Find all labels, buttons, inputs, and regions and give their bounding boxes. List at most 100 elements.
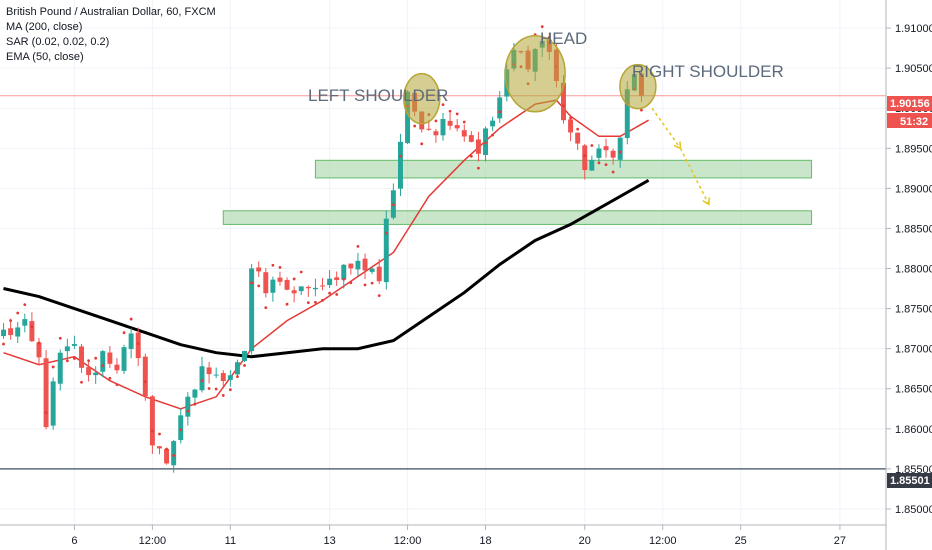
support-price-badge xyxy=(887,473,932,488)
sar-dot xyxy=(271,263,275,267)
candle-body xyxy=(135,332,141,359)
sar-dot xyxy=(285,302,289,306)
candle-body xyxy=(433,131,439,136)
sar-dot xyxy=(221,394,225,397)
candle xyxy=(341,263,347,289)
candle xyxy=(135,327,141,367)
candle xyxy=(497,90,503,123)
candle xyxy=(107,346,113,369)
sar-dot xyxy=(150,429,154,433)
candle xyxy=(242,350,248,363)
candle xyxy=(43,349,49,430)
candle-body xyxy=(376,266,382,282)
sar-dot xyxy=(370,281,374,285)
candle xyxy=(100,349,106,378)
candle-body xyxy=(213,374,219,376)
candle-body xyxy=(79,346,84,368)
left-shoulder-label: LEFT SHOULDER xyxy=(308,86,448,105)
candle-body xyxy=(263,272,269,294)
sar-dot xyxy=(37,341,41,345)
candle-body xyxy=(29,321,35,342)
sar-dot xyxy=(299,270,303,274)
candle xyxy=(50,377,56,430)
candle xyxy=(121,344,127,375)
candle-body xyxy=(199,366,205,391)
sar-dot xyxy=(448,109,452,113)
candle xyxy=(312,278,318,297)
sar-dot xyxy=(356,245,360,248)
candle-body xyxy=(327,278,333,286)
pattern-circle xyxy=(619,63,657,110)
sar-dot xyxy=(413,124,417,128)
candle-body xyxy=(192,389,198,398)
sar-dot xyxy=(335,293,339,296)
sar-dot xyxy=(236,375,239,379)
sar-dot xyxy=(186,409,190,413)
candle-body xyxy=(50,381,56,426)
candle xyxy=(220,370,226,387)
candle-body xyxy=(142,356,148,397)
sar-dot xyxy=(108,376,112,380)
candle xyxy=(596,144,602,164)
sar-dot xyxy=(193,402,197,406)
sar-dot xyxy=(562,104,565,108)
sar-dot xyxy=(2,342,5,346)
candle xyxy=(79,343,84,373)
candle xyxy=(369,267,375,275)
sar-dot xyxy=(94,356,98,360)
candle-body xyxy=(320,285,325,287)
price-axis[interactable]: 1.910001.905001.900001.895001.890001.885… xyxy=(885,0,932,550)
candle xyxy=(475,131,481,162)
candle xyxy=(227,370,233,387)
y-tick-label: 1.88000 xyxy=(895,264,932,276)
candle xyxy=(185,392,191,426)
sar-dot xyxy=(384,231,388,235)
candle-body xyxy=(497,97,503,119)
candle-body xyxy=(298,286,304,292)
sar-dot xyxy=(30,325,34,329)
candle xyxy=(433,128,439,143)
sar-dot xyxy=(136,342,140,346)
sar-dot xyxy=(314,300,317,304)
y-tick-label: 1.87500 xyxy=(895,304,932,316)
head-label: HEAD xyxy=(540,29,587,48)
candle-body xyxy=(8,328,14,336)
y-tick-label: 1.85500 xyxy=(895,464,932,476)
candle-body xyxy=(617,137,623,160)
candle-body xyxy=(561,82,566,121)
ema-legend-item: EMA (50, close) xyxy=(6,51,84,63)
candle-body xyxy=(227,375,233,380)
sar-dot xyxy=(129,317,133,321)
price-badges: 1.90156 51:32 1.85501 xyxy=(887,96,932,488)
candle xyxy=(355,252,361,277)
sar-dot xyxy=(484,141,487,145)
candle xyxy=(390,183,396,220)
sar-dot xyxy=(469,154,473,158)
candle xyxy=(362,253,368,279)
sar-dot xyxy=(23,303,27,307)
sar-dot xyxy=(200,379,204,383)
x-tick-label: 6 xyxy=(71,535,77,547)
candle xyxy=(582,143,588,180)
candle xyxy=(461,124,467,142)
candle-body xyxy=(277,277,283,282)
candle-body xyxy=(334,277,340,281)
candle xyxy=(320,277,325,291)
sar-dot xyxy=(569,116,572,120)
y-tick-label: 1.86500 xyxy=(895,384,932,396)
sar-dot xyxy=(228,388,232,392)
sar-dot xyxy=(576,127,580,131)
candle-body xyxy=(624,89,630,138)
sar-dot xyxy=(462,120,466,124)
time-axis[interactable]: 6 12:00 11 13 12:00 18 20 12:00 25 27 xyxy=(0,524,886,547)
pattern-annotations: LEFT SHOULDER HEAD RIGHT SHOULDER xyxy=(308,29,784,206)
y-tick-label: 1.88500 xyxy=(895,223,932,235)
candle xyxy=(86,360,92,382)
sar-dot xyxy=(491,133,495,137)
x-tick-label: 12:00 xyxy=(139,535,167,547)
countdown-text: 51:32 xyxy=(900,116,928,128)
countdown-badge xyxy=(887,113,932,128)
candle-body xyxy=(100,351,106,372)
sar-dot xyxy=(16,311,20,315)
